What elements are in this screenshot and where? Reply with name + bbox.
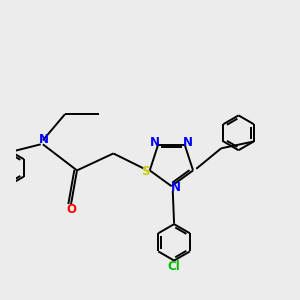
Text: N: N — [39, 133, 49, 146]
Text: N: N — [150, 136, 160, 149]
Text: N: N — [183, 136, 193, 149]
Text: S: S — [142, 165, 150, 178]
Text: N: N — [170, 181, 180, 194]
Text: Cl: Cl — [168, 260, 181, 273]
Text: O: O — [66, 203, 76, 216]
